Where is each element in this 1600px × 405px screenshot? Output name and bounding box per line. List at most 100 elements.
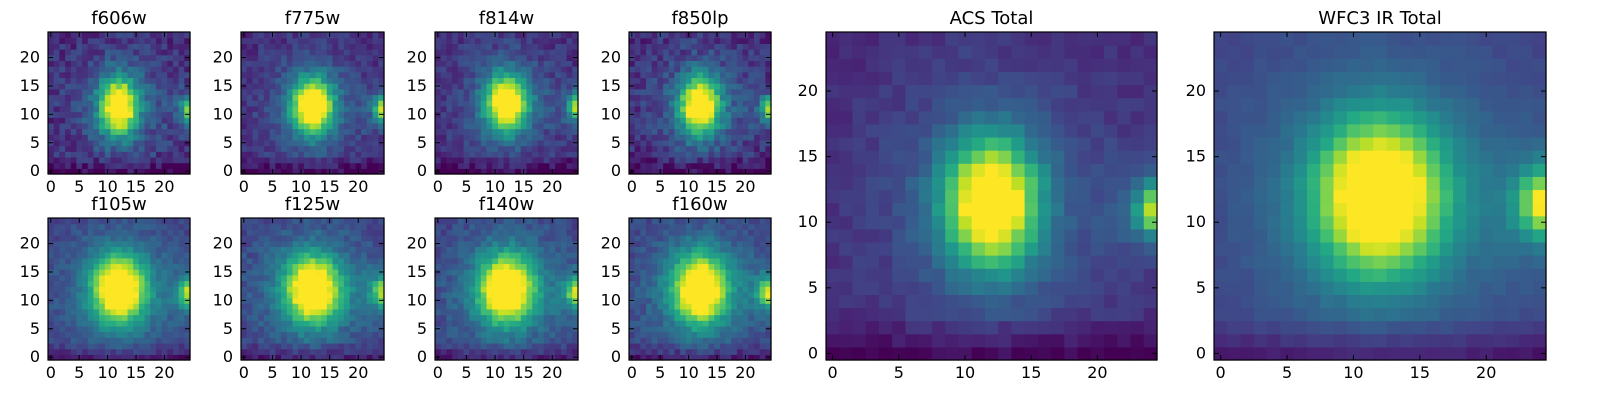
heatmap-cell [167, 246, 173, 252]
heatmap-cell [82, 83, 88, 89]
heatmap-cell [486, 117, 492, 123]
heatmap-cell [714, 77, 720, 83]
heatmap-cell [344, 309, 350, 315]
heatmap-cell [521, 224, 527, 230]
heatmap-cell [145, 286, 151, 292]
heatmap-cell [731, 72, 737, 78]
heatmap-cell [743, 151, 749, 157]
heatmap-cell [327, 292, 333, 298]
heatmap-cell [287, 157, 293, 163]
heatmap-cell [133, 134, 139, 140]
heatmap-cell [760, 332, 766, 338]
heatmap-cell [93, 151, 99, 157]
heatmap-cell [54, 129, 60, 135]
heatmap-cell [93, 263, 99, 269]
heatmap-cell [167, 60, 173, 66]
heatmap-cell [105, 258, 111, 264]
heatmap-cell [373, 286, 379, 292]
heatmap-cell [538, 292, 544, 298]
heatmap-cell [504, 60, 510, 66]
heatmap-cell [657, 49, 663, 55]
heatmap-cell [714, 303, 720, 309]
heatmap-cell [373, 252, 379, 258]
heatmap-cell [150, 117, 156, 123]
heatmap-cell [156, 349, 162, 355]
heatmap-cell [173, 60, 179, 66]
heatmap-cell [292, 252, 298, 258]
heatmap-cell [99, 60, 105, 66]
heatmap-cell [76, 235, 82, 241]
heatmap-cell [59, 123, 65, 129]
heatmap-cell [663, 83, 669, 89]
heatmap-cell [669, 100, 675, 106]
heatmap-cell [361, 275, 367, 281]
heatmap-cell [452, 123, 458, 129]
heatmap-cell [663, 129, 669, 135]
heatmap-cell [367, 94, 373, 100]
heatmap-cell [116, 134, 122, 140]
heatmap-cell [162, 224, 168, 230]
heatmap-cell [754, 112, 760, 118]
heatmap-cell [475, 55, 481, 61]
heatmap-cell [110, 94, 116, 100]
heatmap-cell [321, 100, 327, 106]
heatmap-cell [128, 151, 134, 157]
heatmap-cell [350, 66, 356, 72]
heatmap-cell [145, 349, 151, 355]
heatmap-cell [105, 349, 111, 355]
heatmap-cell [521, 94, 527, 100]
heatmap-cell [162, 246, 168, 252]
heatmap-cell [71, 32, 77, 38]
heatmap-cell [703, 123, 709, 129]
heatmap-cell [635, 129, 641, 135]
heatmap-cell [640, 157, 646, 163]
heatmap-cell [247, 315, 253, 321]
heatmap-cell [720, 117, 726, 123]
heatmap-cell [167, 83, 173, 89]
heatmap-cell [105, 246, 111, 252]
heatmap-cell [82, 100, 88, 106]
heatmap-cell [355, 140, 361, 146]
heatmap-cell [59, 337, 65, 343]
heatmap-cell [76, 241, 82, 247]
heatmap-cell [726, 43, 732, 49]
heatmap-cell [731, 315, 737, 321]
heatmap-cell [252, 349, 258, 355]
heatmap-cell [173, 246, 179, 252]
heatmap-cell [252, 343, 258, 349]
heatmap-cell [105, 157, 111, 163]
heatmap-cell [498, 151, 504, 157]
heatmap-cell [344, 252, 350, 258]
heatmap-cell [321, 298, 327, 304]
heatmap-cell [128, 112, 134, 118]
heatmap-cell [481, 38, 487, 44]
heatmap-cell [544, 38, 550, 44]
heatmap-cell [469, 229, 475, 235]
heatmap-cell [720, 315, 726, 321]
heatmap-cell [270, 146, 276, 152]
heatmap-cell [481, 298, 487, 304]
heatmap-cell [156, 134, 162, 140]
heatmap-cell [270, 66, 276, 72]
heatmap-cell [304, 315, 310, 321]
heatmap-cell [292, 43, 298, 49]
heatmap-cell [275, 49, 281, 55]
heatmap-cell [674, 112, 680, 118]
heatmap-cell [731, 38, 737, 44]
heatmap-cell [691, 337, 697, 343]
heatmap-cell [697, 106, 703, 112]
heatmap-cell [82, 77, 88, 83]
heatmap-cell [93, 60, 99, 66]
heatmap-cell [241, 106, 247, 112]
heatmap-cell [669, 157, 675, 163]
heatmap-cell [327, 258, 333, 264]
heatmap-cell [663, 123, 669, 129]
heatmap-cell [532, 32, 538, 38]
heatmap-cell [509, 140, 515, 146]
heatmap-cell [458, 241, 464, 247]
heatmap-cell [544, 263, 550, 269]
heatmap-cell [663, 292, 669, 298]
heatmap-cell [350, 157, 356, 163]
heatmap-cell [726, 309, 732, 315]
heatmap-cell [697, 117, 703, 123]
